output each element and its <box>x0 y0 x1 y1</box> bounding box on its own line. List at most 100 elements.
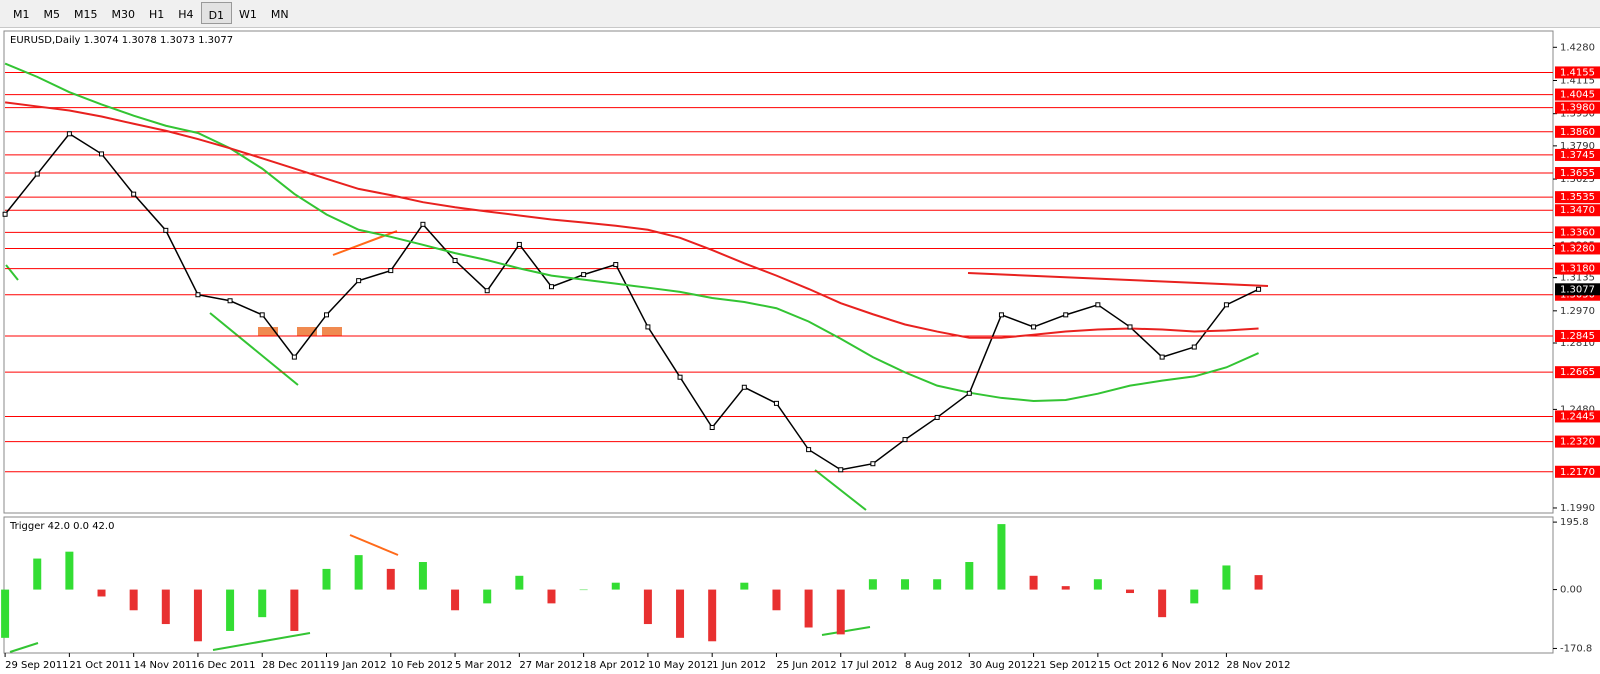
level-label: 1.2170 <box>1560 467 1595 478</box>
close-marker <box>516 241 522 247</box>
histogram-bar <box>547 589 556 604</box>
level-label: 1.3860 <box>1560 127 1595 138</box>
histogram-bar <box>611 582 620 590</box>
y-tick-label: 195.8 <box>1560 517 1589 528</box>
histogram-bar <box>386 568 395 590</box>
close-marker <box>870 461 876 467</box>
trend-line <box>967 272 1269 287</box>
histogram-bar <box>1190 589 1199 604</box>
close-marker <box>1256 286 1262 292</box>
x-tick-label: 28 Dec 2011 <box>262 660 326 671</box>
timeframe-button[interactable]: M30 <box>111 8 136 21</box>
histogram-bar <box>65 551 74 590</box>
close-marker <box>902 437 908 443</box>
histogram-bar <box>1093 579 1102 590</box>
timeframe-button[interactable]: W1 <box>239 8 257 21</box>
close-marker <box>1031 324 1037 330</box>
x-tick-label: 21 Sep 2012 <box>1034 660 1097 671</box>
timeframe-button[interactable]: M5 <box>43 8 61 21</box>
x-tick-label: 6 Dec 2011 <box>198 660 256 671</box>
histogram-bar <box>1222 565 1231 590</box>
level-tag <box>1555 101 1600 114</box>
x-tick-label: 6 Nov 2012 <box>1162 660 1220 671</box>
x-tick-label: 29 Sep 2011 <box>5 660 68 671</box>
close-marker <box>66 131 72 137</box>
histogram-bar <box>483 589 492 604</box>
x-tick-label: 14 Nov 2011 <box>134 660 198 671</box>
trend-line <box>821 626 871 636</box>
histogram-bar <box>1126 589 1134 594</box>
histogram-bar <box>451 589 460 611</box>
level-tag <box>1555 242 1600 255</box>
close-marker <box>1063 312 1069 318</box>
histogram-bar <box>708 589 717 642</box>
timeframe-button[interactable]: MN <box>270 8 289 21</box>
histogram-bar <box>354 555 363 590</box>
close-marker <box>356 278 362 284</box>
close-marker <box>195 292 201 298</box>
timeframe-button[interactable]: M15 <box>74 8 98 21</box>
level-label: 1.3655 <box>1560 168 1595 179</box>
close-marker <box>773 400 779 406</box>
price-line <box>4 132 1259 471</box>
timeframe-button[interactable]: M1 <box>13 8 30 21</box>
histogram-bar <box>676 589 685 638</box>
level-tag <box>1555 465 1600 478</box>
histogram-bar <box>515 575 524 590</box>
timeframe-button[interactable]: H1 <box>149 8 165 21</box>
histogram-bar <box>740 582 749 590</box>
moving-average <box>4 101 1259 339</box>
timeframe-button[interactable]: D1 <box>200 2 233 24</box>
histogram-bar <box>1061 586 1070 590</box>
close-marker <box>227 298 233 304</box>
close-marker <box>420 221 426 227</box>
histogram-bar <box>804 589 813 628</box>
y-tick-label: 1.2480 <box>1560 404 1595 415</box>
close-marker <box>934 414 940 420</box>
level-tag <box>1555 204 1600 217</box>
level-label: 1.2445 <box>1560 411 1595 422</box>
close-marker <box>806 447 812 453</box>
level-tag <box>1555 435 1600 448</box>
histogram-bar <box>258 589 267 618</box>
histogram-bar <box>33 558 42 590</box>
close-marker <box>998 312 1004 318</box>
histogram-bar <box>997 524 1006 590</box>
histogram-bar <box>1 589 10 638</box>
close-marker <box>1127 324 1133 330</box>
close-marker <box>581 272 587 278</box>
x-tick-label: 21 Oct 2011 <box>69 660 131 671</box>
level-label: 1.2665 <box>1560 367 1595 378</box>
x-tick-label: 25 Jun 2012 <box>776 660 836 671</box>
close-marker <box>1095 302 1101 308</box>
marker-box <box>297 327 317 336</box>
close-marker <box>131 191 137 197</box>
x-tick-label: 28 Nov 2012 <box>1226 660 1290 671</box>
close-marker <box>34 171 40 177</box>
y-tick-label: 1.3625 <box>1560 174 1595 185</box>
y-tick-label: 1.2970 <box>1560 306 1595 317</box>
marker-box <box>258 327 278 336</box>
histogram-bar <box>836 589 845 635</box>
x-tick-label: 8 Aug 2012 <box>905 660 963 671</box>
y-tick-label: 1.4115 <box>1560 75 1595 86</box>
level-label: 1.3360 <box>1560 227 1595 238</box>
timeframe-button[interactable]: H4 <box>178 8 194 21</box>
close-marker <box>452 258 458 264</box>
y-tick-label: 1.2810 <box>1560 338 1595 349</box>
level-label: 1.3535 <box>1560 192 1595 203</box>
level-label: 1.2845 <box>1560 331 1595 342</box>
trend-line <box>209 312 299 386</box>
last-price-label: 1.3077 <box>1560 284 1595 295</box>
close-marker <box>2 211 8 217</box>
trend-line <box>9 642 39 653</box>
close-marker <box>259 312 265 318</box>
histogram-bar <box>129 589 138 611</box>
histogram-bar <box>643 589 652 625</box>
level-tag <box>1555 88 1600 101</box>
y-tick-label: 1.3790 <box>1560 141 1595 152</box>
histogram-bar <box>901 579 910 590</box>
level-tag <box>1555 410 1600 423</box>
y-tick-label: 1.4280 <box>1560 42 1595 53</box>
